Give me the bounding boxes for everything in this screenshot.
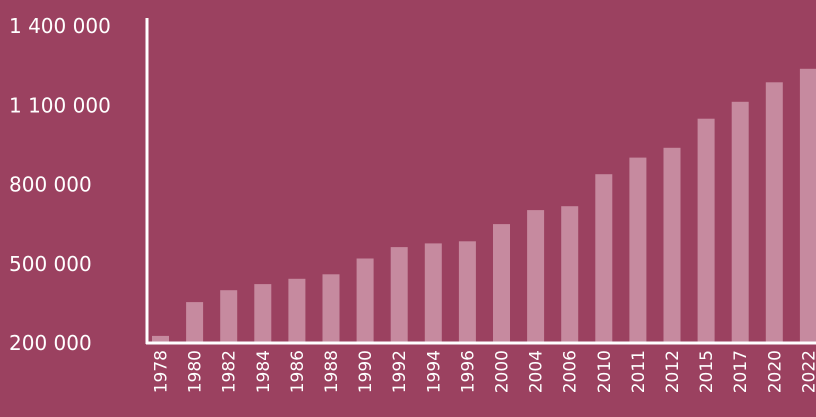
x-tick-label-2012: 2012	[663, 350, 683, 393]
bar-2010	[595, 174, 613, 343]
bar-1992	[390, 247, 408, 343]
bar-1988	[322, 274, 340, 343]
x-tick-label-2015: 2015	[697, 350, 717, 393]
x-tick-label-1988: 1988	[322, 350, 342, 393]
bar-1984	[254, 284, 272, 343]
bar-1986	[288, 278, 306, 343]
x-tick-label-1984: 1984	[254, 350, 274, 393]
bar-1978	[152, 335, 169, 343]
x-tick-label-1986: 1986	[288, 350, 308, 393]
x-tick-label-2022: 2022	[799, 350, 816, 393]
bar-2020	[765, 82, 783, 344]
x-tick-label-2017: 2017	[731, 350, 751, 393]
bar-1980	[186, 302, 204, 343]
bar-2006	[561, 206, 579, 343]
bar-1996	[458, 241, 476, 343]
x-tick-label-1978: 1978	[152, 350, 172, 393]
y-tick-label-2: 800 000	[9, 173, 92, 197]
y-tick-label-0: 1 400 000	[9, 14, 111, 38]
bar-2004	[527, 210, 545, 343]
x-tick-label-1994: 1994	[424, 350, 444, 393]
x-tick-label-1992: 1992	[390, 350, 410, 393]
y-tick-label-4: 200 000	[9, 331, 92, 355]
bar-2012	[663, 147, 681, 343]
bar-2022	[799, 68, 816, 344]
x-tick-label-2020: 2020	[765, 350, 785, 393]
x-axis-tick-labels: 1978 1980 1982 1984 1986 1988 1990 1992 1994 1996…	[152, 350, 816, 393]
bars-group	[152, 68, 816, 344]
x-tick-label-1996: 1996	[458, 350, 478, 393]
x-tick-label-2004: 2004	[527, 350, 547, 393]
bar-2015	[697, 118, 715, 343]
bar-1982	[220, 290, 238, 343]
bar-1994	[424, 243, 442, 343]
bar-2000	[493, 224, 510, 343]
x-tick-label-1990: 1990	[356, 350, 376, 393]
x-tick-label-2011: 2011	[629, 350, 649, 393]
y-tick-label-3: 500 000	[9, 252, 92, 276]
x-tick-label-2000: 2000	[493, 350, 513, 393]
x-tick-label-1980: 1980	[186, 350, 206, 393]
x-tick-label-1982: 1982	[220, 350, 240, 393]
bar-2017	[731, 101, 749, 343]
x-tick-label-2006: 2006	[561, 350, 581, 393]
bar-2011	[629, 157, 647, 343]
y-tick-label-1: 1 100 000	[9, 93, 111, 117]
x-tick-label-2010: 2010	[595, 350, 615, 393]
y-axis-tick-labels: 1 400 000 1 100 000 800 000 500 000 200 000	[9, 14, 111, 355]
bar-1990	[356, 258, 374, 343]
